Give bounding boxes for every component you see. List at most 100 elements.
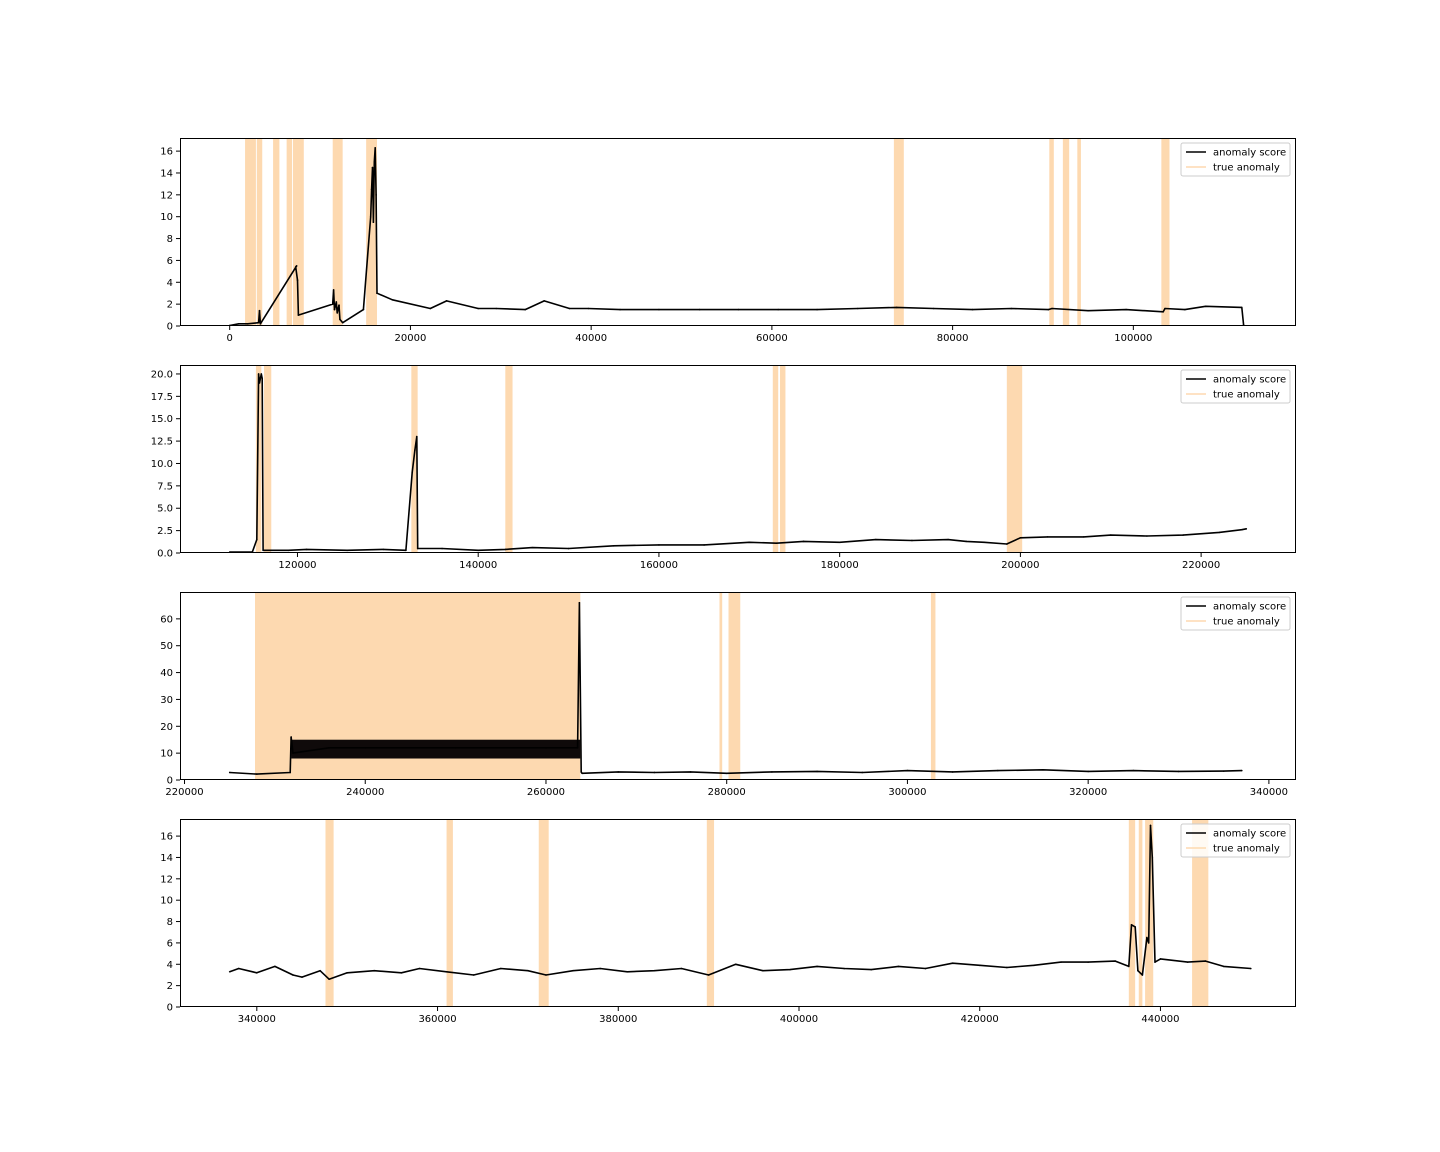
axes-frame	[180, 365, 1296, 553]
anomaly-score-point	[578, 601, 581, 604]
true-anomaly-span	[256, 138, 263, 326]
y-tick-label: 5.0	[157, 504, 173, 515]
anomaly-score-point	[376, 292, 378, 295]
legend-label-anomaly: true anomaly	[1213, 390, 1280, 401]
anomaly-score-point	[1222, 770, 1225, 772]
subplot-1: 0 20000 40000 60000 80000 100000 0 2 4 6 8 10 12 14 16…	[160, 138, 1296, 344]
anomaly-score-point	[543, 300, 545, 302]
y-tick-label: 20	[160, 722, 173, 733]
y-tick-label: 10	[160, 212, 173, 223]
anomaly-score-point	[524, 308, 526, 311]
anomaly-score-point	[1051, 307, 1053, 310]
anomaly-score-point	[572, 969, 574, 972]
anomaly-score-point	[816, 770, 818, 773]
anomaly-score-point	[1240, 306, 1243, 309]
x-tick-label: 360000	[418, 1014, 456, 1025]
anomaly-score-point	[775, 542, 778, 544]
anomaly-score-point	[258, 382, 261, 384]
anomaly-score-point	[612, 545, 615, 547]
anomaly-score-point	[335, 301, 338, 303]
x-tick-label: 420000	[961, 1014, 999, 1025]
x-tick-label: 380000	[599, 1014, 637, 1025]
anomaly-score-point	[1184, 308, 1186, 311]
anomaly-score-point	[301, 976, 303, 978]
legend: anomaly score true anomaly	[1180, 596, 1291, 631]
anomaly-score-point	[499, 967, 502, 970]
anomaly-score-point	[495, 307, 498, 310]
subplot-4: 340000 360000 380000 400000 420000 440000 0 2 4 6…	[160, 819, 1296, 1025]
legend-box	[1180, 596, 1291, 631]
anomaly-score-point	[295, 265, 298, 267]
x-tick-label: 340000	[238, 1014, 276, 1025]
axes-frame	[180, 819, 1296, 1007]
y-tick-label: 2	[167, 300, 173, 311]
x-tick-label: 440000	[1141, 1014, 1179, 1025]
legend-label-score: anomaly score	[1213, 375, 1286, 386]
anomaly-score-point	[297, 314, 300, 316]
anomaly-score-point	[587, 307, 590, 310]
anomaly-score-point	[370, 188, 373, 191]
anomaly-score-point	[1204, 960, 1207, 962]
anomaly-score-point	[305, 548, 308, 551]
anomaly-score-point	[391, 298, 394, 301]
x-tick-label: 100000	[1114, 333, 1152, 344]
anomaly-score-point	[971, 308, 974, 311]
true-anomaly-span	[325, 819, 334, 1007]
anomaly-score-point	[617, 771, 620, 773]
anomaly-score-point	[1060, 961, 1062, 963]
plot-area	[228, 819, 1252, 1007]
y-tick-label: 17.5	[151, 392, 173, 403]
subplot-2: 120000 140000 160000 180000 200000 220000 0.0 2…	[151, 365, 1296, 571]
anomaly-score-point	[256, 538, 258, 541]
anomaly-score-point	[382, 548, 385, 551]
anomaly-score-point	[1130, 923, 1133, 926]
x-tick-label: 280000	[708, 787, 746, 798]
anomaly-score-point	[1186, 961, 1189, 963]
anomaly-score-point	[1154, 961, 1156, 963]
anomaly-score-point	[371, 166, 374, 169]
legend-label-score: anomaly score	[1213, 829, 1286, 840]
true-anomaly-span	[772, 365, 779, 553]
anomaly-score-point	[237, 967, 240, 970]
true-anomaly-span	[538, 819, 549, 1007]
anomaly-score-point	[1204, 305, 1207, 308]
anomaly-score-point	[951, 962, 954, 965]
anomaly-score-point	[996, 769, 999, 772]
anomaly-score-point	[400, 972, 403, 974]
anomaly-score-point	[1006, 543, 1008, 545]
y-tick-label: 12.5	[151, 437, 173, 448]
anomaly-score-point	[689, 771, 692, 773]
anomaly-score-point	[1218, 531, 1220, 534]
y-tick-label: 15.0	[151, 414, 173, 425]
anomaly-score-point	[246, 323, 249, 325]
y-tick-label: 6	[167, 938, 173, 949]
anomaly-score-point	[816, 965, 818, 968]
anomaly-score-dense-band	[291, 739, 581, 759]
legend-label-anomaly: true anomaly	[1213, 844, 1280, 855]
anomaly-score-point	[737, 308, 740, 311]
anomaly-score-point	[1047, 308, 1050, 311]
anomaly-score-point	[1147, 942, 1150, 944]
true-anomaly-span	[1128, 819, 1136, 1007]
anomaly-score-point	[978, 964, 981, 967]
anomaly-score-point	[328, 746, 330, 749]
anomaly-score-point	[346, 549, 348, 552]
anomaly-score-point	[965, 540, 967, 543]
anomaly-score-point	[545, 746, 547, 749]
anomaly-score-point	[545, 974, 547, 976]
anomaly-score-point	[418, 967, 421, 970]
x-tick-label: 340000	[1250, 787, 1288, 798]
y-tick-label: 12	[160, 190, 173, 201]
anomaly-score-point	[897, 965, 900, 968]
anomaly-score-point	[658, 308, 660, 311]
anomaly-score-point	[296, 279, 299, 281]
anomaly-score-point	[653, 771, 656, 774]
anomaly-score-point	[228, 771, 231, 774]
anomaly-score-point	[875, 538, 877, 541]
y-tick-label: 6	[167, 256, 173, 267]
anomaly-score-point	[762, 969, 764, 972]
anomaly-score-point	[338, 304, 340, 307]
y-tick-label: 8	[167, 234, 173, 245]
anomaly-score-point	[838, 541, 841, 544]
anomaly-score-point	[816, 308, 818, 311]
